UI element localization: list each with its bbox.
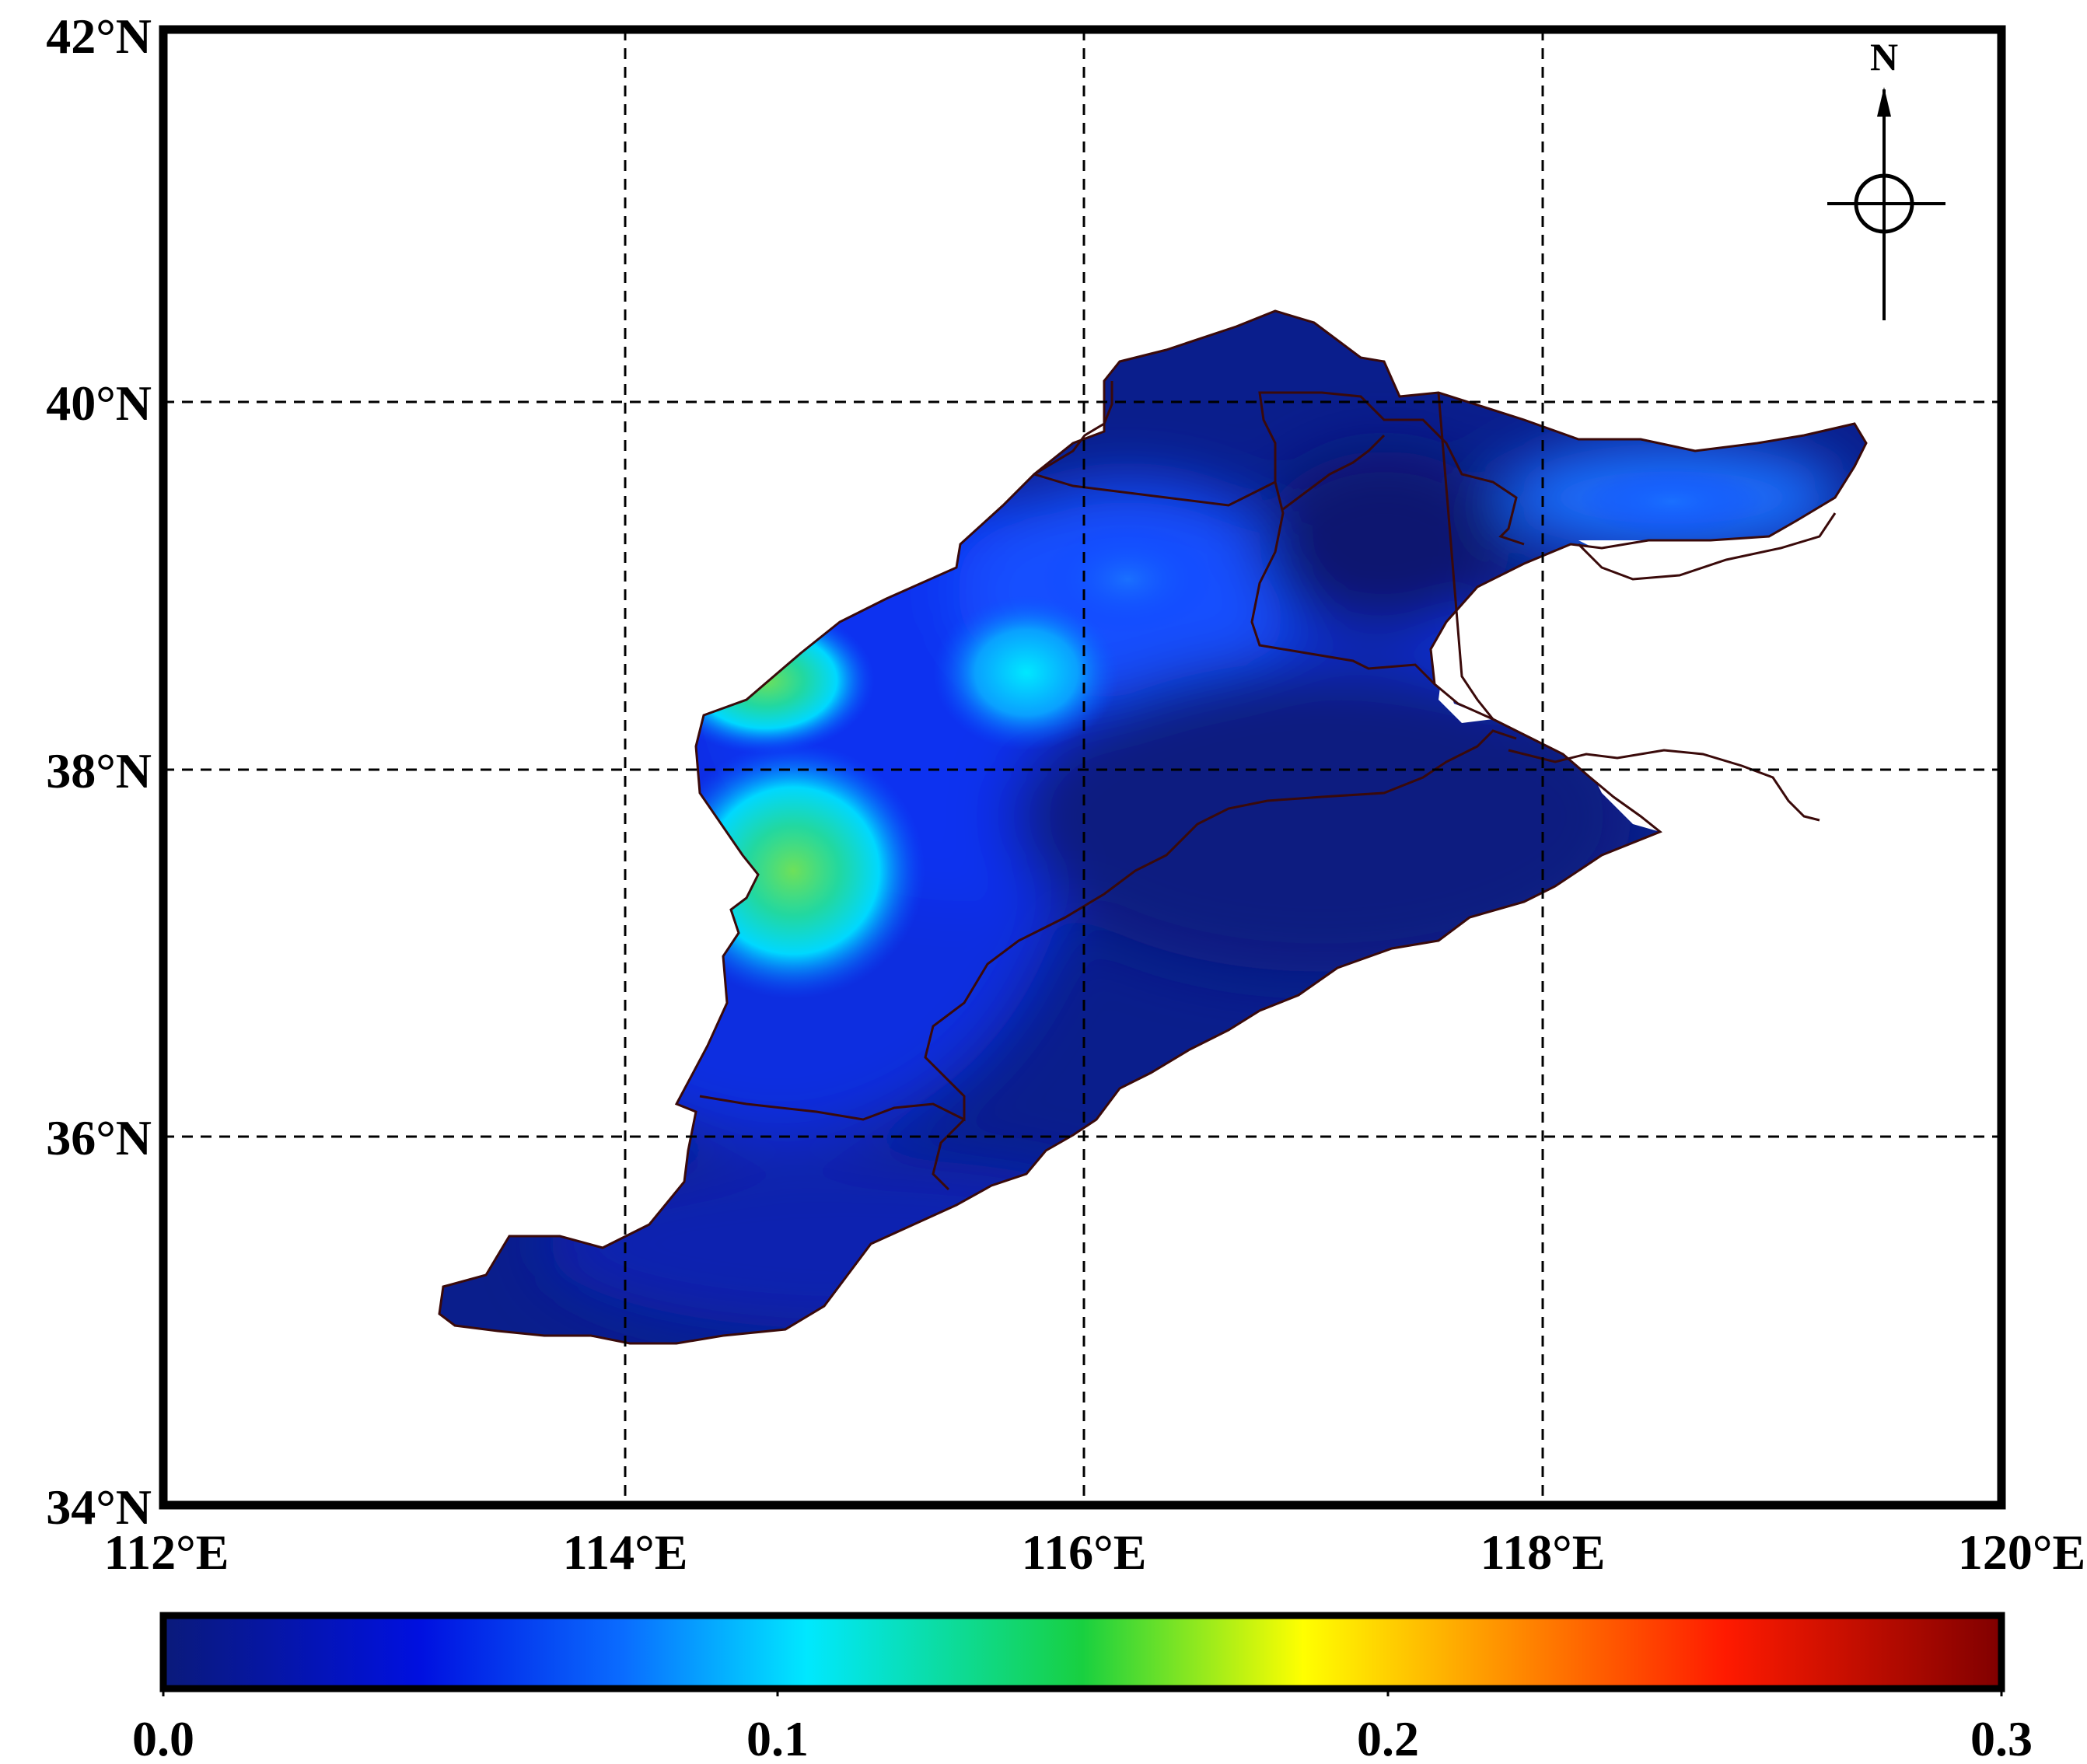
- value-field: [439, 311, 1866, 1343]
- coastline: [1437, 392, 1837, 822]
- lat-label-38: 38°N: [46, 743, 152, 798]
- colorbar-label-2: 0.2: [1357, 1711, 1419, 1764]
- colorbar: 0.0 0.1 0.2 0.3: [132, 1612, 2033, 1764]
- region-outline: [438, 309, 1868, 1345]
- colorbar-label-1: 0.1: [746, 1711, 809, 1764]
- north-arrow: N: [1827, 35, 1945, 320]
- colorbar-ticks: [162, 1689, 2003, 1696]
- colorbar-gradient: [159, 1612, 2005, 1692]
- graticule: [163, 30, 2001, 1505]
- lon-label-112: 112°E: [104, 1525, 229, 1580]
- colorbar-label-3: 0.3: [1970, 1711, 2033, 1764]
- lon-label-118: 118°E: [1480, 1525, 1606, 1580]
- north-arrow-label: N: [1870, 35, 1898, 79]
- lat-label-36: 36°N: [46, 1110, 152, 1165]
- lon-label-116: 116°E: [1022, 1525, 1147, 1580]
- colorbar-label-0: 0.0: [132, 1711, 194, 1764]
- lon-label-114: 114°E: [563, 1525, 688, 1580]
- lon-label-120: 120°E: [1958, 1525, 2085, 1580]
- lat-label-42: 42°N: [46, 9, 152, 64]
- map-frame: [159, 25, 2006, 1510]
- province-boundaries: [699, 381, 1525, 1191]
- latitude-labels: 42°N 40°N 38°N 36°N 34°N: [46, 9, 152, 1535]
- lat-label-34: 34°N: [46, 1479, 152, 1535]
- lat-label-40: 40°N: [46, 376, 152, 431]
- longitude-labels: 112°E 114°E 116°E 118°E 120°E: [104, 1525, 2086, 1580]
